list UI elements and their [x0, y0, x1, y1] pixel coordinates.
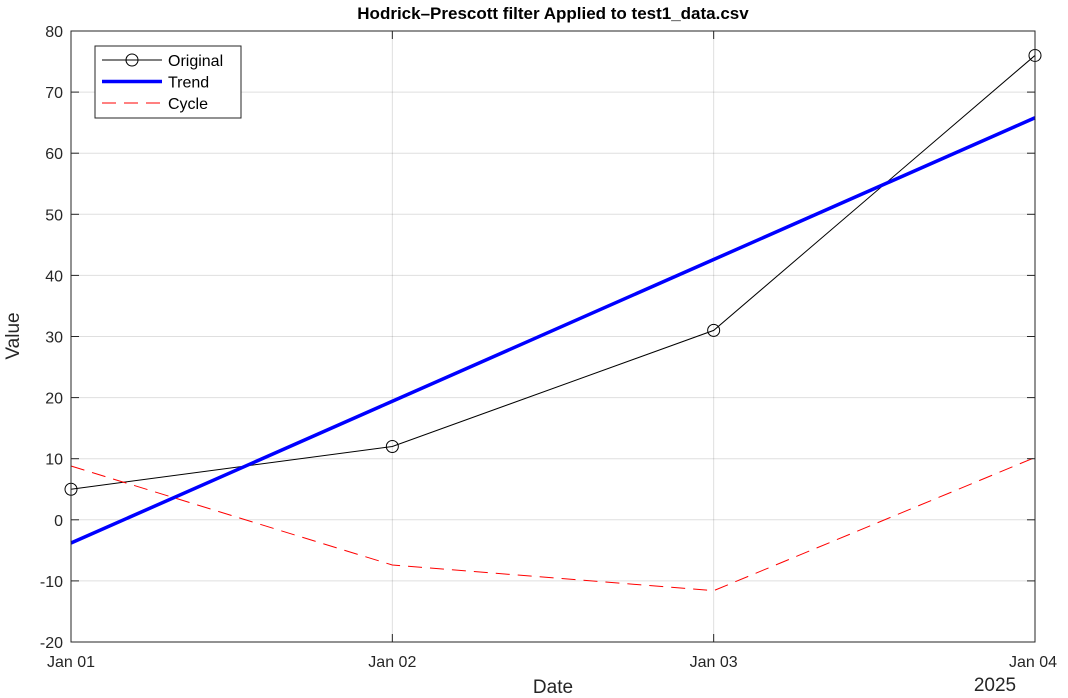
y-tick-label: 40	[45, 268, 63, 285]
y-tick-label: -10	[40, 574, 63, 591]
x-tick-label: Jan 04	[1009, 654, 1057, 671]
y-tick-label: 70	[45, 85, 63, 102]
x-axis: Jan 01 Jan 02 Jan 03 Jan 04	[47, 31, 1057, 671]
legend-label-trend: Trend	[168, 75, 209, 92]
x-axis-label: Date	[533, 677, 573, 698]
y-tick-label: 80	[45, 24, 63, 41]
y-tick-label: 30	[45, 330, 63, 347]
y-tick-label: 60	[45, 146, 63, 163]
data-point-original	[707, 323, 721, 337]
data-point-original	[385, 439, 399, 453]
y-tick-label: -20	[40, 635, 63, 652]
series-line-trend	[70, 116, 1036, 545]
legend: Original Trend Cycle	[94, 45, 242, 119]
y-tick-label: 50	[45, 207, 63, 224]
legend-marker-original	[125, 53, 139, 67]
y-tick-label: 0	[54, 513, 63, 530]
x-tick-label: Jan 02	[368, 654, 416, 671]
y-axis-label: Value	[3, 312, 24, 359]
series-line-cycle	[70, 457, 1036, 592]
series-layer	[64, 48, 1042, 592]
y-tick-label: 10	[45, 452, 63, 469]
y-axis: -20 -10 0 10 20 30 40 50 60 70 80	[40, 24, 1035, 652]
x-tick-label: Jan 03	[690, 654, 738, 671]
y-tick-label: 20	[45, 391, 63, 408]
x-axis-secondary-label: 2025	[974, 675, 1016, 696]
legend-label-cycle: Cycle	[168, 96, 208, 113]
legend-label-original: Original	[168, 53, 223, 70]
series-line-original	[70, 55, 1036, 490]
x-tick-label: Jan 01	[47, 654, 95, 671]
chart-title: Hodrick–Prescott filter Applied to test1…	[357, 4, 749, 23]
